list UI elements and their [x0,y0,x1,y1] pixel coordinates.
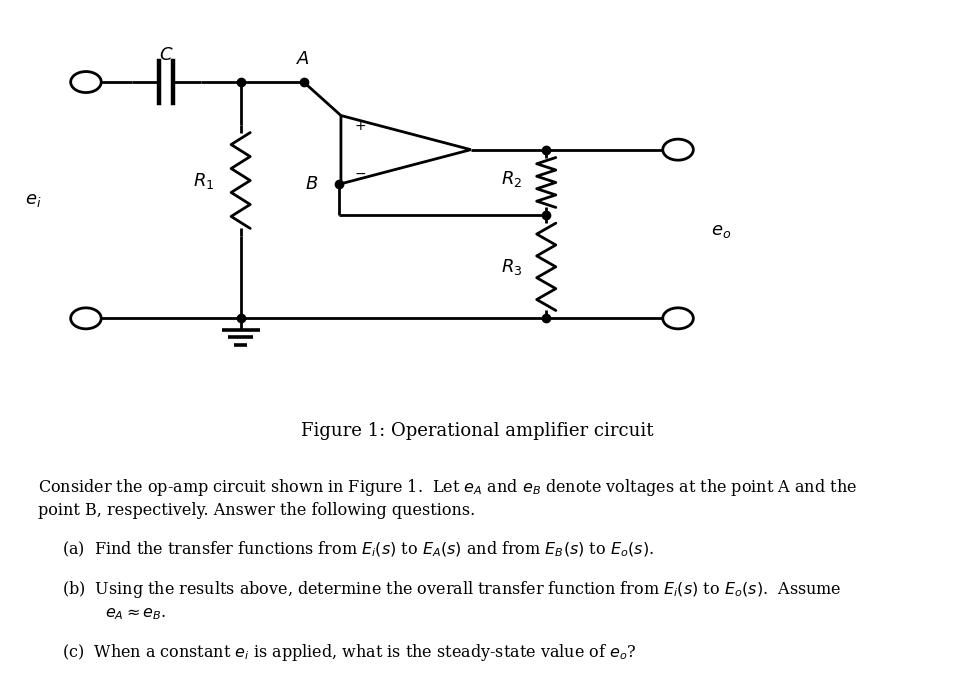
Text: $e_i$: $e_i$ [25,191,42,209]
Text: $+$: $+$ [354,119,366,133]
Text: $C$: $C$ [159,45,174,64]
Text: $R_1$: $R_1$ [193,170,214,191]
Text: $A$: $A$ [296,50,309,68]
Text: Consider the op-amp circuit shown in Figure 1.  Let $e_A$ and $e_B$ denote volta: Consider the op-amp circuit shown in Fig… [38,477,858,498]
Text: $R_2$: $R_2$ [501,169,522,189]
Text: (b)  Using the results above, determine the overall transfer function from $E_i(: (b) Using the results above, determine t… [62,579,841,600]
Text: $B$: $B$ [305,175,318,193]
Text: $-$: $-$ [354,166,366,181]
Text: (a)  Find the transfer functions from $E_i(s)$ to $E_A(s)$ and from $E_B(s)$ to : (a) Find the transfer functions from $E_… [62,539,654,559]
Text: Figure 1: Operational amplifier circuit: Figure 1: Operational amplifier circuit [301,422,654,441]
Text: point B, respectively. Answer the following questions.: point B, respectively. Answer the follow… [38,502,476,519]
Text: (c)  When a constant $e_i$ is applied, what is the steady-state value of $e_o$?: (c) When a constant $e_i$ is applied, wh… [62,642,636,663]
Text: $e_o$: $e_o$ [711,222,732,240]
Text: $e_A \approx e_B$.: $e_A \approx e_B$. [105,605,166,622]
Text: $R_3$: $R_3$ [501,257,522,277]
